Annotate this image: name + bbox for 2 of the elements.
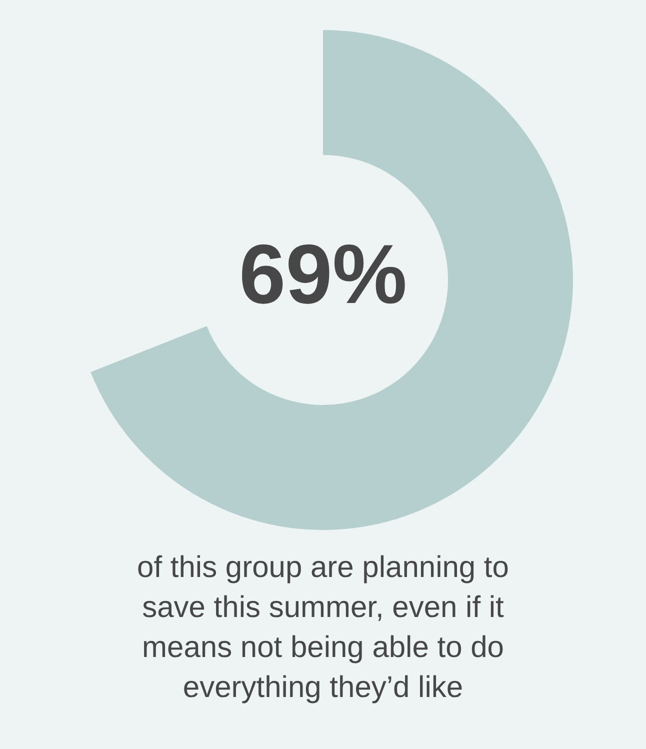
text: of this group are planning to save this summer, even if it means not being able to do everything they’d like bbox=[136, 550, 510, 706]
data-label: 69% bbox=[238, 227, 408, 322]
